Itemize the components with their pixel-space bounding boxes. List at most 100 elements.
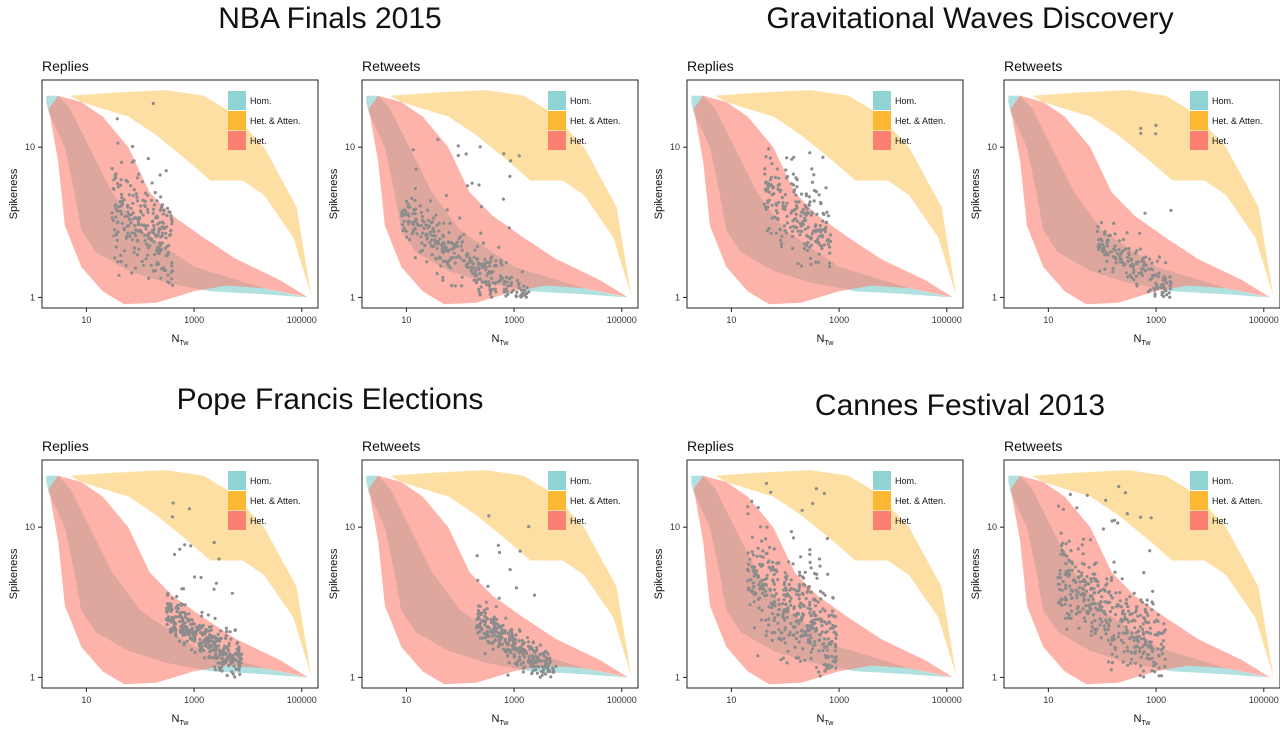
data-point bbox=[747, 562, 751, 566]
data-point bbox=[1118, 599, 1122, 603]
data-point bbox=[114, 245, 118, 249]
data-point bbox=[170, 277, 174, 281]
data-point bbox=[769, 175, 774, 179]
data-point bbox=[751, 581, 755, 585]
data-point bbox=[187, 629, 191, 633]
data-point bbox=[165, 225, 169, 229]
data-point bbox=[803, 583, 807, 587]
data-point bbox=[1154, 662, 1158, 666]
data-point bbox=[1157, 666, 1161, 670]
data-point bbox=[822, 645, 827, 650]
data-point bbox=[1108, 233, 1112, 237]
data-point bbox=[116, 209, 120, 213]
data-point bbox=[795, 589, 799, 593]
legend-label: Het. bbox=[895, 516, 912, 526]
data-point bbox=[1145, 598, 1149, 602]
data-point bbox=[459, 244, 463, 248]
data-point bbox=[170, 222, 174, 226]
data-point bbox=[479, 231, 483, 235]
data-point bbox=[808, 256, 813, 260]
data-point bbox=[782, 593, 786, 597]
data-point bbox=[826, 238, 830, 243]
data-point bbox=[199, 614, 204, 618]
data-point bbox=[193, 634, 197, 638]
data-point bbox=[786, 649, 790, 653]
data-point bbox=[800, 591, 804, 595]
data-point bbox=[1119, 258, 1123, 262]
data-point bbox=[181, 620, 185, 624]
data-point bbox=[497, 245, 501, 249]
data-point bbox=[1150, 608, 1154, 612]
data-point bbox=[400, 214, 404, 218]
data-point bbox=[494, 290, 498, 294]
data-point bbox=[834, 655, 838, 659]
data-point bbox=[232, 664, 236, 668]
data-point bbox=[798, 573, 802, 577]
x-tick-label: 10 bbox=[401, 695, 411, 705]
data-point bbox=[1058, 568, 1062, 572]
data-point bbox=[1139, 271, 1144, 275]
data-point bbox=[442, 249, 446, 253]
data-point bbox=[223, 636, 228, 640]
data-point bbox=[783, 618, 787, 622]
data-point bbox=[157, 230, 161, 234]
data-point bbox=[1145, 630, 1149, 634]
data-point bbox=[146, 207, 150, 212]
legend-label: Het. & Atten. bbox=[1212, 496, 1263, 506]
data-point bbox=[183, 615, 187, 619]
data-point bbox=[183, 603, 187, 607]
data-point bbox=[185, 625, 189, 629]
data-point bbox=[540, 665, 544, 669]
data-point bbox=[131, 193, 135, 198]
data-point bbox=[237, 648, 241, 652]
data-point bbox=[404, 229, 408, 233]
legend-swatch bbox=[873, 111, 891, 130]
legend-swatch bbox=[1190, 491, 1208, 510]
x-tick-label: 100000 bbox=[1249, 315, 1279, 325]
data-point bbox=[524, 295, 528, 299]
data-point bbox=[521, 666, 525, 670]
data-point bbox=[513, 647, 517, 651]
data-point bbox=[1139, 515, 1143, 519]
data-point bbox=[521, 653, 525, 657]
x-tick-label: 10 bbox=[81, 695, 91, 705]
data-point bbox=[421, 231, 425, 235]
data-point bbox=[1067, 568, 1071, 572]
data-point bbox=[1143, 211, 1147, 215]
data-point bbox=[811, 626, 815, 630]
data-point bbox=[809, 636, 813, 640]
data-point bbox=[230, 591, 234, 595]
data-point bbox=[834, 643, 838, 647]
data-point bbox=[1119, 605, 1123, 609]
data-point bbox=[1110, 661, 1114, 665]
data-point bbox=[821, 211, 825, 215]
data-point bbox=[777, 200, 781, 204]
data-point bbox=[113, 256, 117, 260]
data-point bbox=[508, 629, 512, 633]
data-point bbox=[823, 230, 827, 234]
data-point bbox=[504, 616, 508, 620]
data-point bbox=[136, 239, 140, 243]
data-point bbox=[1153, 294, 1157, 298]
data-point bbox=[1168, 283, 1172, 288]
data-point bbox=[821, 235, 825, 239]
data-point bbox=[172, 627, 176, 631]
data-point bbox=[477, 183, 481, 187]
data-point bbox=[776, 187, 780, 191]
data-point bbox=[806, 586, 810, 590]
data-point bbox=[1147, 620, 1151, 625]
data-point bbox=[198, 643, 203, 647]
data-point bbox=[1090, 625, 1094, 629]
data-point bbox=[1095, 229, 1099, 234]
x-tick-label: 1000 bbox=[504, 315, 524, 325]
data-point bbox=[1156, 647, 1160, 651]
data-point bbox=[486, 639, 490, 644]
data-point bbox=[753, 626, 757, 630]
data-point bbox=[122, 228, 126, 232]
data-point bbox=[504, 287, 508, 292]
data-point bbox=[1156, 613, 1160, 617]
data-point bbox=[783, 204, 787, 208]
data-point bbox=[229, 654, 233, 658]
data-point bbox=[198, 637, 202, 642]
data-point bbox=[136, 229, 140, 233]
